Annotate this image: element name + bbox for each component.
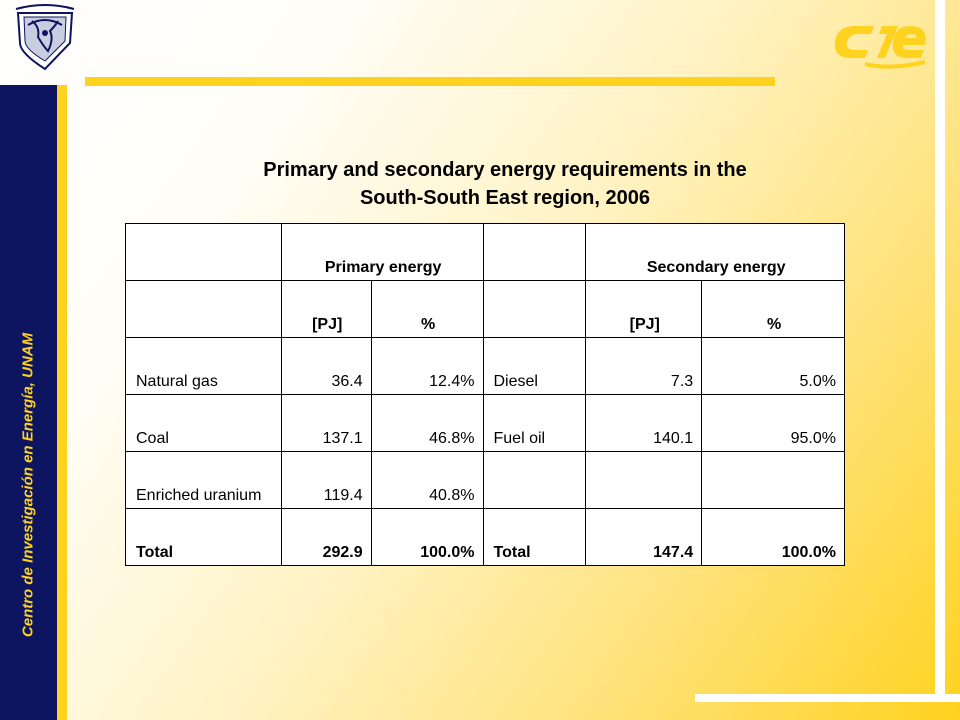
- secondary-total-pct: 100.0%: [701, 508, 845, 566]
- title-line-1: Primary and secondary energy requirement…: [263, 159, 747, 181]
- sidebar: Centro de Investigación en Energía, UNAM: [0, 85, 57, 720]
- primary-source-cell: Coal: [125, 394, 282, 452]
- primary-pct-cell: 12.4%: [370, 337, 484, 395]
- secondary-pct-cell: 5.0%: [701, 337, 845, 395]
- primary-source-cell: Natural gas: [125, 337, 282, 395]
- total-row: Total 292.9 100.0% Total 147.4 100.0%: [125, 508, 845, 566]
- secondary-total-pj: 147.4: [585, 508, 703, 566]
- sidebar-text: Centro de Investigación en Energía, UNAM: [19, 332, 37, 638]
- header-blank: [482, 280, 587, 338]
- unam-seal-icon: [10, 3, 80, 73]
- secondary-pct-cell: [701, 451, 845, 509]
- primary-energy-header: Primary energy: [280, 223, 484, 281]
- primary-total-pct: 100.0%: [370, 508, 484, 566]
- primary-pct-header: %: [370, 280, 484, 338]
- vertical-accent-bar: [57, 85, 67, 720]
- secondary-pj-header: [PJ]: [585, 280, 703, 338]
- secondary-total-label: Total: [482, 508, 587, 566]
- primary-total-pj: 292.9: [280, 508, 372, 566]
- title-line-2: South-South East region, 2006: [359, 187, 651, 209]
- horizontal-accent-bar: [85, 77, 775, 86]
- secondary-energy-header: Secondary energy: [585, 223, 845, 281]
- table-row: Coal 137.1 46.8% Fuel oil 140.1 95.0%: [125, 394, 845, 452]
- primary-total-label: Total: [125, 508, 282, 566]
- primary-pj-cell: 137.1: [280, 394, 372, 452]
- secondary-pj-cell: 140.1: [585, 394, 703, 452]
- header-blank: [482, 223, 587, 281]
- bottom-white-stripe: [695, 694, 960, 702]
- primary-pj-header: [PJ]: [280, 280, 372, 338]
- primary-pj-cell: 36.4: [280, 337, 372, 395]
- primary-pct-cell: 46.8%: [370, 394, 484, 452]
- right-white-stripe: [935, 0, 945, 700]
- primary-pj-cell: 119.4: [280, 451, 372, 509]
- group-header-row: Primary energy Secondary energy: [125, 223, 845, 281]
- secondary-pj-cell: [585, 451, 703, 509]
- unit-header-row: [PJ] % [PJ] %: [125, 280, 845, 338]
- table-row: Natural gas 36.4 12.4% Diesel 7.3 5.0%: [125, 337, 845, 395]
- header-blank: [125, 223, 282, 281]
- secondary-pct-cell: 95.0%: [701, 394, 845, 452]
- cie-logo-icon: [825, 14, 930, 70]
- secondary-source-cell: Diesel: [482, 337, 587, 395]
- secondary-source-cell: Fuel oil: [482, 394, 587, 452]
- secondary-pct-header: %: [701, 280, 845, 338]
- primary-pct-cell: 40.8%: [370, 451, 484, 509]
- energy-table: Primary energy Secondary energy [PJ] % […: [125, 223, 845, 566]
- header-blank: [125, 280, 282, 338]
- secondary-source-cell: [482, 451, 587, 509]
- primary-source-cell: Enriched uranium: [125, 451, 282, 509]
- slide-title: Primary and secondary energy requirement…: [125, 156, 885, 212]
- table-row: Enriched uranium 119.4 40.8%: [125, 451, 845, 509]
- secondary-pj-cell: 7.3: [585, 337, 703, 395]
